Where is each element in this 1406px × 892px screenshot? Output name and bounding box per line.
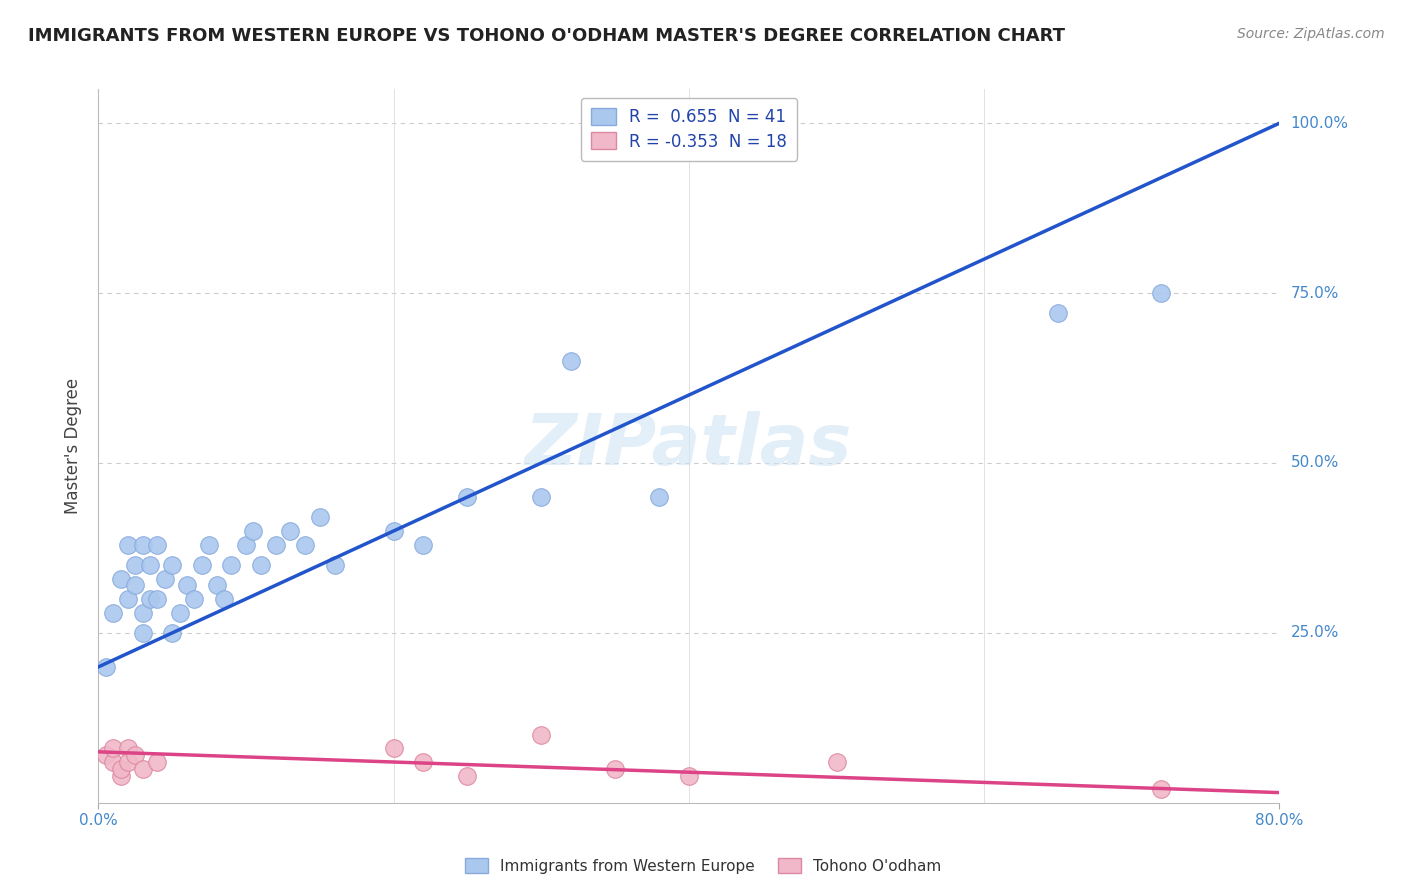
Text: 25.0%: 25.0% xyxy=(1291,625,1339,640)
Point xyxy=(242,524,264,538)
Point xyxy=(294,537,316,551)
Point xyxy=(124,558,146,572)
Point xyxy=(678,769,700,783)
Point xyxy=(146,591,169,606)
Point xyxy=(162,626,183,640)
Point xyxy=(280,524,302,538)
Point xyxy=(103,755,125,769)
Point xyxy=(169,606,191,620)
Point xyxy=(648,490,671,504)
Point xyxy=(110,769,132,783)
Point xyxy=(117,537,139,551)
Legend: R =  0.655  N = 41, R = -0.353  N = 18: R = 0.655 N = 41, R = -0.353 N = 18 xyxy=(581,97,797,161)
Point xyxy=(205,578,228,592)
Point xyxy=(530,728,553,742)
Point xyxy=(117,591,139,606)
Point xyxy=(221,558,243,572)
Point xyxy=(309,510,332,524)
Point xyxy=(162,558,183,572)
Point xyxy=(264,537,287,551)
Point xyxy=(457,490,479,504)
Point xyxy=(139,591,162,606)
Point xyxy=(124,578,146,592)
Point xyxy=(146,537,169,551)
Point xyxy=(605,762,627,776)
Point xyxy=(382,741,405,756)
Point xyxy=(117,755,139,769)
Point xyxy=(250,558,273,572)
Text: 100.0%: 100.0% xyxy=(1291,116,1348,131)
Point xyxy=(412,537,434,551)
Text: 75.0%: 75.0% xyxy=(1291,285,1339,301)
Legend: Immigrants from Western Europe, Tohono O'odham: Immigrants from Western Europe, Tohono O… xyxy=(458,852,948,880)
Point xyxy=(110,762,132,776)
Point xyxy=(103,741,125,756)
Point xyxy=(132,606,155,620)
Point xyxy=(530,490,553,504)
Text: IMMIGRANTS FROM WESTERN EUROPE VS TOHONO O'ODHAM MASTER'S DEGREE CORRELATION CHA: IMMIGRANTS FROM WESTERN EUROPE VS TOHONO… xyxy=(28,27,1066,45)
Point xyxy=(323,558,346,572)
Point xyxy=(191,558,214,572)
Point xyxy=(117,741,139,756)
Point xyxy=(1150,782,1173,797)
Y-axis label: Master's Degree: Master's Degree xyxy=(65,378,83,514)
Point xyxy=(139,558,162,572)
Point xyxy=(412,755,434,769)
Point xyxy=(1046,306,1070,320)
Point xyxy=(110,572,132,586)
Point xyxy=(94,660,117,674)
Point xyxy=(132,537,155,551)
Point xyxy=(132,762,155,776)
Point xyxy=(176,578,198,592)
Point xyxy=(235,537,257,551)
Point xyxy=(457,769,479,783)
Point xyxy=(94,748,117,763)
Point xyxy=(560,354,582,368)
Point xyxy=(103,606,125,620)
Point xyxy=(382,524,405,538)
Point xyxy=(183,591,205,606)
Point xyxy=(153,572,176,586)
Point xyxy=(124,748,146,763)
Text: ZIPatlas: ZIPatlas xyxy=(526,411,852,481)
Point xyxy=(212,591,235,606)
Point xyxy=(1150,286,1173,301)
Point xyxy=(132,626,155,640)
Point xyxy=(198,537,221,551)
Text: Source: ZipAtlas.com: Source: ZipAtlas.com xyxy=(1237,27,1385,41)
Point xyxy=(825,755,848,769)
Point xyxy=(146,755,169,769)
Text: 50.0%: 50.0% xyxy=(1291,456,1339,470)
